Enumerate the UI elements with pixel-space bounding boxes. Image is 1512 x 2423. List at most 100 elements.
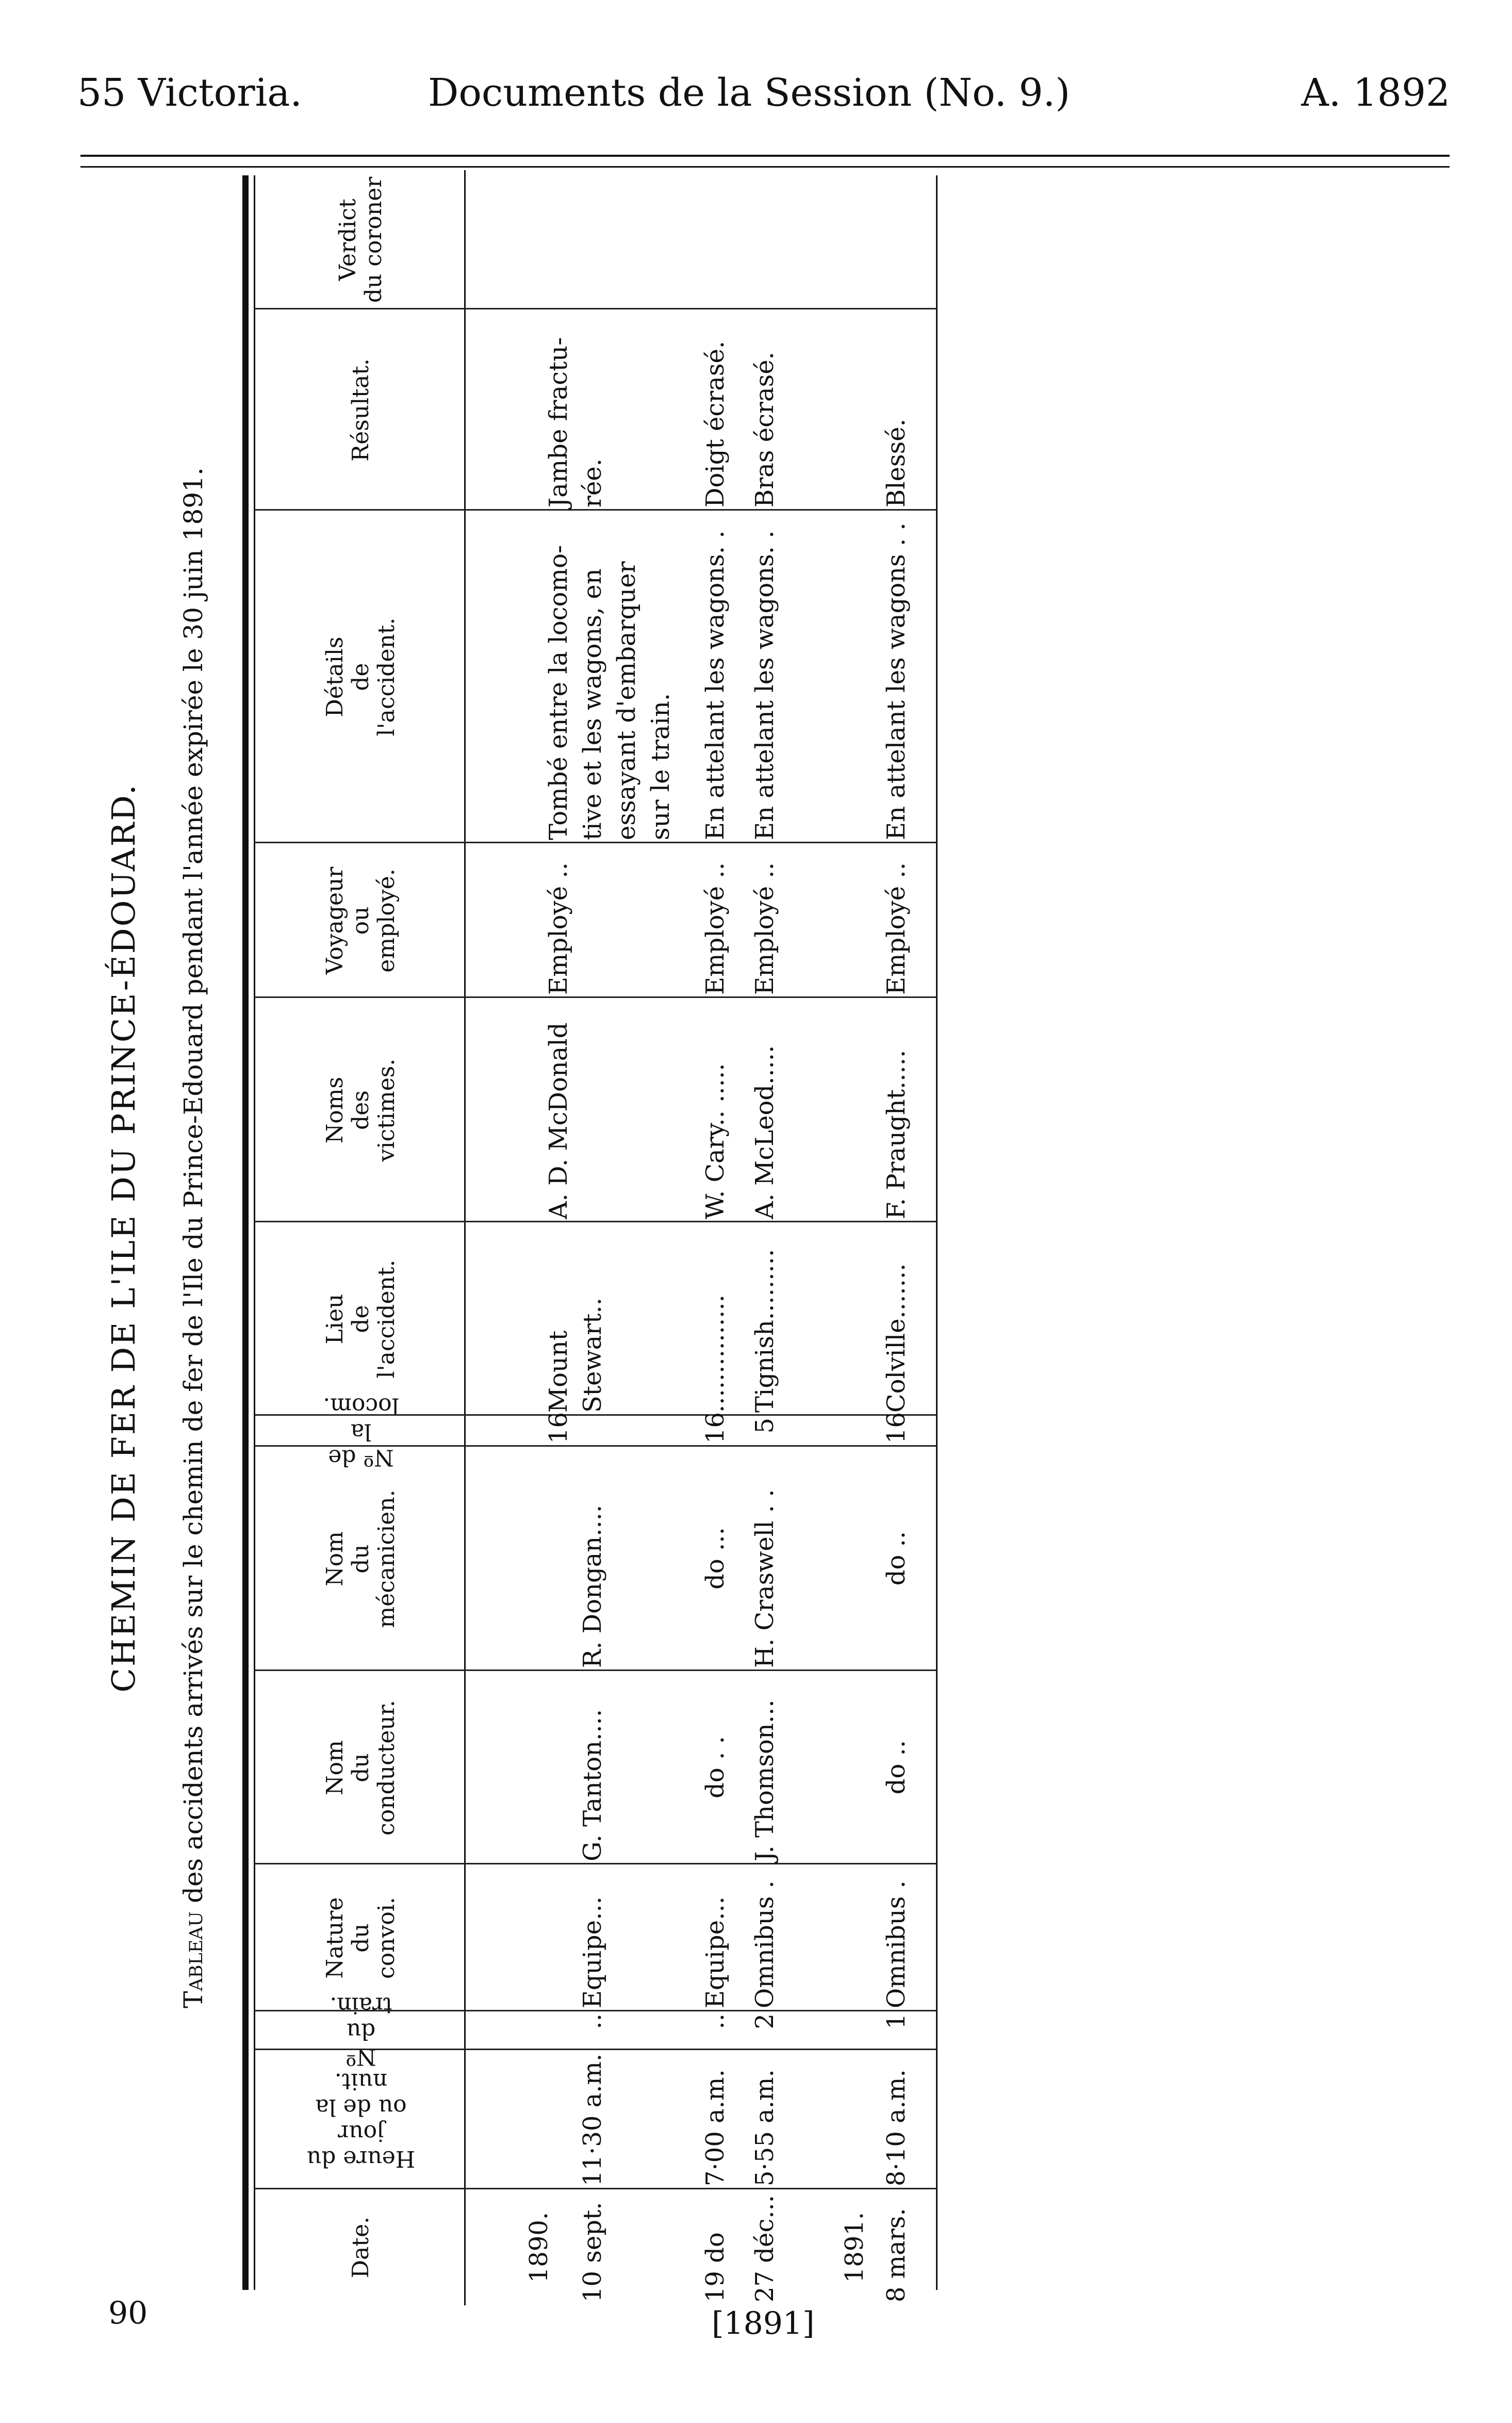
column-divider [255, 842, 936, 843]
caption-text: des accidents arrivés sur le chemin de f… [178, 467, 208, 1911]
table-cell: Bras écrasé. [750, 352, 779, 507]
column-header-label: Résultat. [348, 358, 374, 462]
header-bottom-rule [464, 170, 466, 2305]
table-cell: Omnibus . [750, 1880, 779, 2008]
table-cell: do ... [701, 1527, 730, 1590]
table-cell: Employé .. [544, 862, 573, 995]
header-rule-bottom [80, 166, 1450, 168]
document-title: CHEMIN DE FER DE L'ILE DU PRINCE-ÉDOUARD… [105, 783, 142, 1693]
column-divider [255, 1221, 936, 1222]
table-cell: Omnibus . [882, 1880, 911, 2008]
table-right-rule [936, 175, 938, 2290]
table-cell: do .. [882, 1740, 911, 1795]
table-cell: Equipe... [701, 1896, 730, 2008]
column-divider [255, 1863, 936, 1864]
table-cell: 1 [882, 2013, 911, 2029]
column-header: Nature du convoi. [258, 1864, 464, 2011]
column-header: Résultat. [258, 309, 464, 511]
table-cell: 19 do [701, 2232, 730, 2302]
column-header-label: Heure du jour ou de la nuit. [306, 2068, 416, 2172]
table-cell: 10 sept. [578, 2202, 607, 2302]
table-cell: 27 déc... [750, 2195, 779, 2302]
column-header: Date. [258, 2189, 464, 2305]
table-cell: En attelant les wagons. . [701, 530, 730, 840]
table-cell: do . . [701, 1736, 730, 1798]
column-divider [255, 2049, 936, 2050]
table-cell: F. Praught..... [882, 1050, 911, 1219]
table-cell: Doigt écrasé. [701, 340, 730, 507]
table-cell: Mount Stewart.. [544, 1297, 607, 1413]
column-header-label: Détails de l'accident. [322, 617, 400, 736]
table-cell: G. Tanton.... [578, 1709, 607, 1861]
running-head-left: 55 Victoria. [77, 71, 302, 115]
table-cell: H. Craswell . . [750, 1489, 779, 1668]
column-header-label: Voyageur ou employé. [322, 866, 400, 975]
rotated-table-block: CHEMIN DE FER DE L'ILE DU PRINCE-ÉDOUARD… [103, 170, 944, 2305]
column-header: Nom du mécanicien. [258, 1447, 464, 1671]
column-header: Nº de la locom. [258, 1393, 464, 1470]
caption-lead: Tableau [178, 1911, 208, 2008]
table-cell: 5·55 a.m. [750, 2069, 779, 2186]
column-header-label: Lieu de l'accident. [322, 1259, 400, 1379]
table-thin-rule [254, 175, 255, 2290]
column-divider [255, 509, 936, 511]
table-cell: 2 [750, 2013, 779, 2029]
table-cell: A. D. McDonald [544, 1022, 573, 1220]
header-rule-top [80, 155, 1450, 157]
column-header: Voyageur ou employé. [258, 843, 464, 998]
table-cell: A. McLeod..... [750, 1045, 779, 1219]
table-cell: 8·10 a.m. [882, 2069, 911, 2186]
table-cell: En attelant les wagons. . [750, 530, 779, 840]
column-divider [255, 308, 936, 309]
table-cell: ............... [701, 1295, 730, 1413]
year-label: 1890. [524, 2212, 553, 2283]
column-divider [255, 1445, 936, 1447]
table-cell: Equipe... [578, 1896, 607, 2008]
column-header-label: Nature du convoi. [322, 1897, 400, 1979]
column-header: Lieu de l'accident. [258, 1222, 464, 1416]
column-header: Nº du train. [258, 1992, 464, 2070]
page-number: 90 [108, 2295, 148, 2331]
year-label: 1891. [840, 2212, 869, 2283]
table-cell: Tombé entre la locomo- tive et les wagon… [544, 545, 675, 840]
column-header-label: Date. [348, 2216, 374, 2279]
column-header-label: Nom du conducteur. [322, 1700, 400, 1836]
column-header-label: Verdict du coroner [335, 176, 387, 303]
column-divider [255, 1669, 936, 1671]
table-cell: W. Cary.. ..... [701, 1063, 730, 1219]
table-cell: Tignish......... [750, 1249, 779, 1413]
table-cell: Employé .. [701, 862, 730, 995]
table-cell: 16 [544, 1412, 573, 1444]
table-cell: R. Dongan.... [578, 1504, 607, 1668]
table-cell: Jambe fractu- rée. [544, 337, 607, 507]
column-header: Détails de l'accident. [258, 511, 464, 843]
year-mark: [1891] [712, 2305, 815, 2342]
table-cell: do .. [882, 1531, 911, 1586]
table-cell: Employé .. [882, 862, 911, 995]
column-header: Heure du jour ou de la nuit. [258, 2050, 464, 2189]
column-header-label: Nom du mécanicien. [322, 1489, 400, 1628]
table-thick-rule [242, 175, 249, 2290]
table-cell: 8 mars. [882, 2208, 911, 2302]
table-cell: 11·30 a.m. [578, 2053, 607, 2186]
table-cell: J. Thomson... [750, 1699, 779, 1861]
table-caption: Tableau des accidents arrivés sur le che… [175, 170, 211, 2305]
column-divider [255, 996, 936, 998]
table-cell: .. [701, 2013, 730, 2029]
table-cell: 5 [750, 1418, 779, 1434]
column-header: Noms des victimes. [258, 998, 464, 1222]
table-cell: .. [578, 2013, 607, 2029]
running-head-right: A. 1892 [1301, 71, 1450, 115]
column-divider [255, 1414, 936, 1416]
table-cell: Colville....... [882, 1263, 911, 1413]
table-cell: 7·00 a.m. [701, 2069, 730, 2186]
table-cell: 16 [882, 1412, 911, 1444]
column-divider [255, 2188, 936, 2189]
table-cell: Blessé. [882, 419, 911, 507]
column-divider [255, 2010, 936, 2011]
running-head-title: Documents de la Session (No. 9.) [428, 71, 1071, 115]
column-header-label: Noms des victimes. [322, 1058, 400, 1162]
table-cell: 16 [701, 1412, 730, 1444]
column-header: Nom du conducteur. [258, 1671, 464, 1864]
table-cell: Employé .. [750, 862, 779, 995]
